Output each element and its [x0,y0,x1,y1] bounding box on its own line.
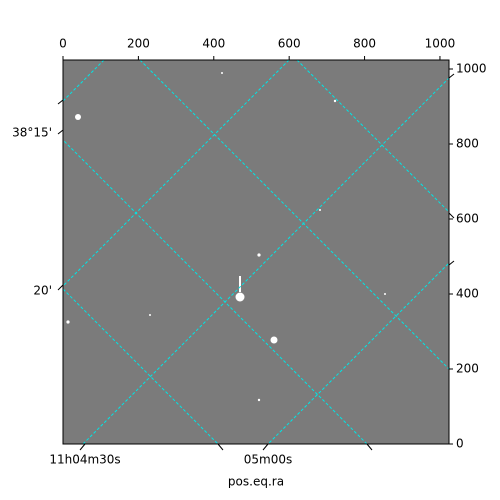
coordinate-grid [63,60,449,444]
image [63,60,449,444]
x-tick-label: 400 [202,37,225,51]
y-tick-label: 400 [456,287,479,301]
x-tick-label: 1000 [425,37,456,51]
y-tick-label: 200 [456,362,479,376]
x-tick-label: 600 [278,37,301,51]
x-tick-label: 200 [127,37,150,51]
dec-tick-label: 38°15' [12,126,52,140]
plot-frame [62,59,450,445]
x-axis-label: pos.eq.ra [228,475,284,489]
ra-tick-label: 05m00s [244,453,292,467]
y-tick-label: 600 [456,212,479,226]
x-tick-label: 800 [353,37,376,51]
stars [66,72,386,402]
y-tick-label: 1000 [456,62,487,76]
wcs-tick-marks [57,73,455,451]
ra-tick-label: 11h04m30s [49,453,120,467]
y-tick-label: 800 [456,137,479,151]
x-tick-label: 0 [59,37,67,51]
dec-tick-label: 20' [33,284,52,298]
y-tick-label: 0 [456,437,464,451]
